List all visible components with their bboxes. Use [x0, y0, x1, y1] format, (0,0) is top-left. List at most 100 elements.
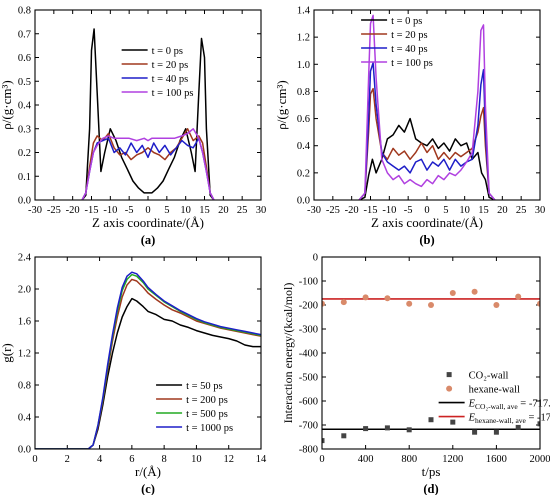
y-tick-label: 0.4 — [297, 141, 311, 152]
data-point-0 — [494, 430, 499, 435]
y-tick-label: 0.0 — [18, 196, 31, 207]
x-axis-title: t/ps — [422, 464, 441, 479]
y-tick-label: 0.2 — [297, 168, 310, 179]
y-tick-label: -700 — [299, 421, 318, 432]
data-point-1 — [515, 294, 521, 300]
y-tick-label: 1.2 — [18, 349, 31, 360]
y-tick-label: 0.6 — [297, 114, 310, 125]
x-tick-label: 30 — [256, 205, 267, 216]
y-tick-label: 0.0 — [297, 196, 310, 207]
legend-label: ECO₂-wall, ave = -717.7 kcal/mol — [468, 399, 550, 412]
data-point-0 — [385, 425, 390, 430]
panel-label: (d) — [423, 482, 438, 495]
legend-label: t = 100 ps — [391, 58, 433, 69]
y-tick-label: -800 — [299, 445, 318, 456]
data-point-0 — [407, 427, 412, 432]
y-tick-label: 0.7 — [18, 29, 31, 40]
panel-label: (c) — [141, 482, 155, 495]
data-point-1 — [493, 302, 499, 308]
x-tick-label: 20 — [218, 205, 229, 216]
x-tick-label: 20 — [497, 205, 508, 216]
data-point-1 — [428, 302, 434, 308]
panel-label: (b) — [419, 233, 434, 247]
y-tick-label: -500 — [299, 373, 318, 384]
y-tick-label: -100 — [299, 277, 318, 288]
data-point-0 — [341, 433, 346, 438]
y-axis-title: g(r) — [0, 343, 14, 363]
plot-frame — [35, 10, 261, 200]
panel-label: (a) — [141, 233, 156, 247]
x-tick-label: 800 — [401, 454, 417, 465]
data-point-1 — [341, 299, 347, 305]
y-tick-label: 0.0 — [18, 445, 31, 456]
x-tick-label: 25 — [516, 205, 527, 216]
y-tick-label: 0 — [313, 253, 318, 264]
x-tick-label: 4 — [97, 454, 103, 465]
data-point-0 — [516, 425, 521, 430]
data-point-1 — [406, 301, 412, 307]
y-tick-label: 0.3 — [18, 124, 31, 135]
data-point-0 — [472, 430, 477, 435]
x-tick-label: -20 — [66, 205, 80, 216]
y-axis-title: ρ/(g·cm³) — [274, 80, 289, 129]
y-tick-label: 1.2 — [297, 33, 310, 44]
y-tick-label: 0.4 — [18, 101, 32, 112]
data-point-1 — [472, 289, 478, 295]
y-tick-label: 0.8 — [18, 381, 31, 392]
y-tick-label: -200 — [299, 301, 318, 312]
y-tick-label: 1.0 — [297, 60, 310, 71]
legend-swatch — [447, 372, 452, 377]
y-tick-label: 1.4 — [297, 6, 311, 17]
legend-label: t = 40 ps — [152, 74, 189, 85]
x-tick-label: 6 — [129, 454, 134, 465]
legend-label: t = 1000 ps — [186, 423, 233, 434]
series-line-0 — [82, 29, 214, 200]
y-tick-label: 0.4 — [18, 413, 32, 424]
legend: t = 50 pst = 200 pst = 500 pst = 1000 ps — [156, 381, 233, 434]
data-point-0 — [429, 417, 434, 422]
x-tick-label: 10 — [191, 454, 202, 465]
legend: t = 0 pst = 20 pst = 40 pst = 100 ps — [361, 16, 433, 69]
x-tick-label: 2000 — [530, 454, 550, 465]
x-axis-title: Z axis coordinate/(Å) — [371, 215, 483, 230]
legend-label: CO₂-wall — [469, 371, 509, 382]
legend-label-sub: CO₂-wall, ave — [475, 402, 518, 411]
x-tick-label: -25 — [47, 205, 61, 216]
legend-label: t = 20 ps — [391, 30, 428, 41]
x-tick-label: 12 — [223, 454, 234, 465]
legend-label: t = 0 ps — [152, 46, 183, 57]
x-axis-title: Z axis coordinate/(Å) — [92, 215, 204, 230]
legend: t = 0 ps t = 20 ps t = 40 ps t = 100 ps — [122, 46, 194, 99]
y-tick-label: 2.0 — [18, 285, 31, 296]
legend-label: t = 100 ps — [152, 88, 194, 99]
y-axis-title: ρ/(g·cm³) — [0, 80, 14, 129]
x-tick-label: -30 — [307, 205, 321, 216]
y-tick-label: 0.8 — [18, 6, 31, 17]
y-tick-label: -400 — [299, 349, 318, 360]
y-axis-title: Interaction energy/(kcal/mol) — [281, 283, 295, 424]
legend-label: t = 0 ps — [391, 16, 422, 27]
y-tick-label: 0.1 — [18, 172, 31, 183]
legend-label-sub: hexane-wall, ave — [475, 416, 526, 425]
x-tick-label: 1200 — [442, 454, 463, 465]
legend-swatch — [446, 386, 452, 392]
y-tick-label: 1.6 — [18, 317, 31, 328]
y-tick-label: 0.6 — [18, 53, 31, 64]
legend-label: Ehexane-wall, ave = -174.6 kcal/mol — [468, 413, 550, 426]
plot-area — [82, 29, 214, 200]
y-tick-label: -300 — [299, 325, 318, 336]
legend-label: t = 20 ps — [152, 60, 189, 71]
legend-label: t = 200 ps — [186, 395, 228, 406]
y-tick-label: -600 — [299, 397, 318, 408]
y-tick-label: 0.2 — [18, 148, 31, 159]
legend-label: t = 50 ps — [186, 381, 223, 392]
x-tick-label: -20 — [345, 205, 359, 216]
data-point-0 — [450, 420, 455, 425]
y-tick-label: 2.4 — [18, 253, 32, 264]
x-tick-label: 400 — [358, 454, 374, 465]
